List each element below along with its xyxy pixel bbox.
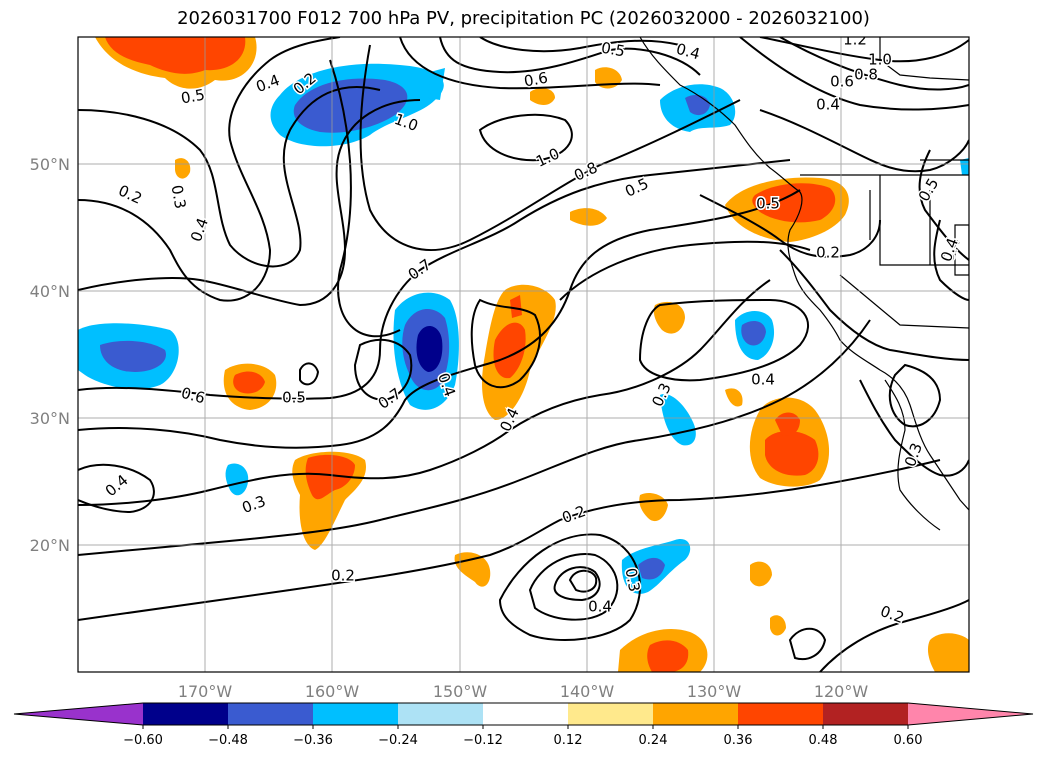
colorbar-swatch [398, 703, 483, 725]
graticule [78, 37, 969, 672]
colorbar-swatch [738, 703, 823, 725]
contour-label: 0.6 [830, 73, 854, 91]
contour-label: 0.4 [751, 371, 775, 389]
contour-label: 1.2 [843, 31, 867, 49]
lat-label: 30°N [30, 409, 70, 428]
contour-label: 0.3 [168, 184, 190, 211]
colorbar-swatch [228, 703, 313, 725]
contour-label: 0.4 [588, 598, 612, 616]
lat-label: 20°N [30, 536, 70, 555]
colorbar-tick-label: 0.12 [554, 733, 583, 748]
colorbar-tick-label: 0.36 [724, 733, 753, 748]
lat-label: 50°N [30, 155, 70, 174]
lat-axis: 50°N 40°N 30°N 20°N [30, 155, 70, 555]
map-title: 2026031700 F012 700 hPa PV, precipitatio… [177, 8, 870, 29]
colorbar-swatch [483, 703, 568, 725]
colorbar-tick-label: −0.60 [123, 733, 163, 748]
contour-label: 0.5 [282, 389, 306, 407]
contour-label: 0.5 [756, 195, 780, 213]
colorbar-extend-low [14, 703, 143, 725]
contour-label: 0.2 [331, 567, 355, 585]
pv-contours [78, 37, 969, 672]
colorbar-swatch [568, 703, 653, 725]
colorbar-tick-label: 0.60 [894, 733, 923, 748]
lon-label: 160°W [305, 682, 360, 701]
colorbar-swatch [653, 703, 738, 725]
lon-label: 130°W [687, 682, 742, 701]
lat-label: 40°N [30, 282, 70, 301]
colorbar: −0.60 −0.48 −0.36 −0.24 −0.12 0.12 0.24 0.36 0.4… [13, 702, 1034, 748]
lon-label: 150°W [433, 682, 488, 701]
colorbar-tick-label: −0.24 [378, 733, 418, 748]
contour-label: 0.2 [816, 244, 840, 262]
lon-label: 120°W [814, 682, 869, 701]
colorbar-tick-label: 0.24 [639, 733, 668, 748]
colorbar-tick-label: −0.36 [293, 733, 333, 748]
contour-label: 0.8 [854, 66, 878, 84]
contour-label: 0.4 [816, 96, 840, 114]
lon-label: 140°W [560, 682, 615, 701]
contour-label: 0.5 [600, 39, 627, 61]
lon-label: 170°W [178, 682, 233, 701]
colorbar-extend-high [908, 703, 1033, 725]
map-frame [77, 36, 970, 673]
coastlines [639, 37, 969, 531]
lon-axis: 170°W 160°W 150°W 140°W 130°W 120°W [178, 682, 869, 701]
contour-label: 0.3 [622, 567, 644, 594]
colorbar-swatch [823, 703, 908, 725]
colorbar-tick-label: −0.12 [463, 733, 503, 748]
colorbar-swatch [143, 703, 228, 725]
colorbar-tick-label: −0.48 [208, 733, 248, 748]
colorbar-tick-label: 0.48 [809, 733, 838, 748]
colorbar-swatch [313, 703, 398, 725]
contour-label: 1.0 [868, 51, 892, 69]
